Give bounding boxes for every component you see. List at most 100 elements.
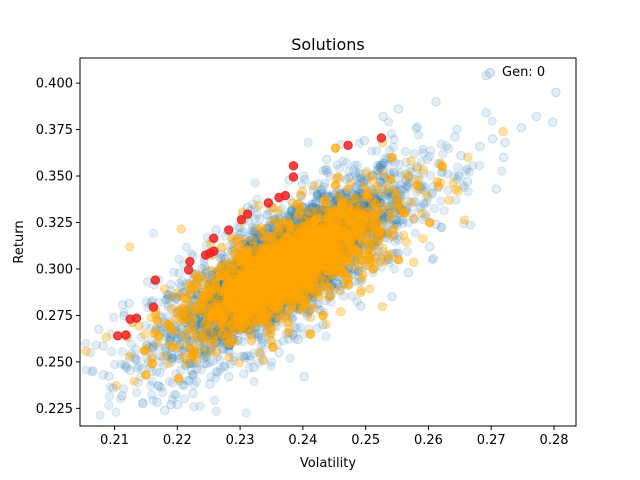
cloud-point [199, 261, 210, 272]
cloud-point [283, 245, 293, 255]
cloud-point [411, 123, 421, 133]
cloud-point [262, 308, 272, 318]
cloud-point [211, 347, 221, 357]
cloud-point [351, 207, 362, 217]
cloud-point [267, 281, 277, 291]
cloud-point [274, 267, 284, 277]
cloud-point [175, 353, 185, 363]
cloud-point [428, 253, 439, 264]
cloud-point [254, 214, 265, 224]
cloud-point [299, 280, 310, 291]
cloud-point [256, 310, 266, 321]
cloud-point [215, 312, 225, 323]
cloud-point [443, 169, 453, 179]
cloud-point [436, 196, 446, 206]
cloud-point [454, 171, 464, 181]
cloud-point [464, 167, 475, 177]
cloud-point [234, 277, 244, 287]
cloud-point [318, 231, 329, 242]
cloud-point [307, 291, 318, 301]
cloud-point [232, 254, 242, 264]
cloud-point [196, 327, 206, 337]
cloud-point [363, 222, 373, 233]
cloud-point [395, 184, 406, 194]
cloud-point [195, 401, 205, 412]
cloud-point [452, 124, 462, 134]
cloud-point [294, 304, 304, 315]
cloud-point [285, 264, 295, 275]
cloud-point [410, 228, 421, 239]
cloud-point [375, 177, 386, 187]
cloud-point [240, 272, 251, 282]
cloud-point [226, 295, 236, 305]
cloud-point [273, 282, 283, 292]
cloud-point [282, 274, 292, 285]
cloud-point [348, 196, 358, 207]
cloud-point [313, 246, 324, 257]
cloud-point [341, 193, 351, 203]
cloud-point [133, 378, 143, 388]
cloud-point [395, 168, 406, 178]
cloud-point [268, 216, 278, 226]
cloud-point [356, 220, 367, 230]
cloud-point [211, 283, 221, 294]
cloud-point [249, 376, 259, 387]
cloud-point [403, 196, 414, 207]
cloud-point [301, 233, 311, 244]
cloud-point [223, 292, 233, 302]
cloud-point [172, 333, 183, 343]
cloud-point [241, 274, 252, 284]
cloud-point [220, 279, 231, 289]
cloud-point [272, 283, 282, 294]
cloud-point [443, 185, 453, 196]
cloud-point [220, 271, 231, 282]
cloud-point [318, 166, 328, 176]
cloud-point [247, 272, 258, 283]
cloud-point [329, 242, 339, 252]
cloud-point [283, 274, 293, 285]
cloud-point [265, 238, 276, 248]
cloud-point [270, 214, 280, 224]
cloud-point [219, 285, 229, 296]
cloud-point [200, 324, 210, 335]
cloud-point [280, 281, 291, 291]
cloud-point [179, 344, 189, 355]
cloud-point [322, 209, 333, 220]
cloud-point [314, 250, 324, 261]
cloud-point [300, 174, 310, 185]
cloud-point [367, 218, 378, 228]
cloud-point [148, 341, 158, 351]
cloud-point [231, 328, 242, 338]
cloud-point [281, 267, 292, 277]
cloud-point [253, 232, 264, 242]
cloud-point [373, 189, 384, 199]
cloud-point [81, 365, 92, 375]
cloud-point [281, 270, 292, 280]
cloud-point [216, 261, 227, 272]
cloud-point [287, 213, 297, 224]
cloud-point [341, 233, 352, 243]
cloud-point [202, 266, 212, 277]
cloud-point [148, 228, 159, 239]
cloud-point [271, 217, 281, 227]
cloud-point [104, 391, 115, 402]
cloud-point [338, 156, 348, 166]
cloud-point [297, 179, 307, 190]
cloud-point [249, 261, 259, 272]
cloud-point [188, 371, 199, 381]
cloud-point [177, 276, 188, 286]
cloud-point [367, 170, 377, 180]
cloud-point [361, 223, 372, 233]
cloud-point [260, 284, 271, 294]
cloud-point [351, 231, 361, 241]
cloud-point [280, 241, 290, 252]
cloud-point [285, 245, 295, 256]
cloud-point [279, 230, 290, 240]
cloud-point [236, 227, 247, 238]
cloud-point [297, 253, 307, 264]
cloud-point [416, 156, 427, 167]
cloud-point [278, 248, 288, 259]
cloud-point [360, 203, 370, 213]
cloud-point [436, 222, 446, 233]
cloud-point [240, 321, 250, 331]
